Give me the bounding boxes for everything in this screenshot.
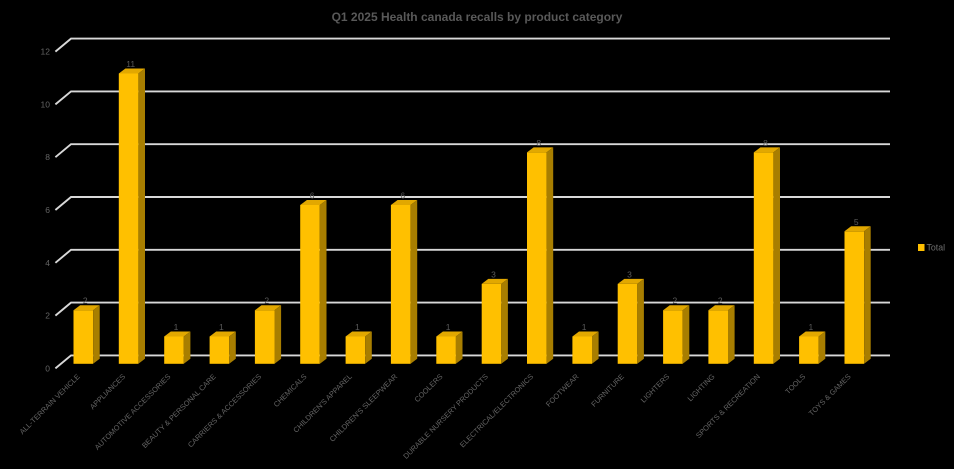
svg-text:2: 2 <box>83 296 88 306</box>
svg-text:8: 8 <box>45 152 50 162</box>
svg-text:10: 10 <box>41 99 51 109</box>
svg-text:Q1 2025 Health canada recalls: Q1 2025 Health canada recalls by product… <box>332 10 623 24</box>
svg-text:6: 6 <box>310 191 315 201</box>
svg-text:4: 4 <box>45 258 50 268</box>
svg-text:1: 1 <box>809 322 814 332</box>
svg-text:1: 1 <box>355 322 360 332</box>
svg-text:8: 8 <box>763 138 768 148</box>
svg-text:8: 8 <box>536 138 541 148</box>
svg-text:1: 1 <box>446 322 451 332</box>
svg-text:11: 11 <box>126 59 135 69</box>
svg-text:1: 1 <box>582 322 587 332</box>
svg-text:2: 2 <box>718 296 723 306</box>
svg-text:5: 5 <box>854 217 859 227</box>
svg-text:0: 0 <box>45 363 50 373</box>
svg-text:12: 12 <box>41 47 51 57</box>
svg-text:2: 2 <box>264 296 269 306</box>
svg-text:Total: Total <box>927 243 946 253</box>
svg-text:6: 6 <box>45 205 50 215</box>
svg-text:2: 2 <box>45 311 50 321</box>
svg-text:2: 2 <box>673 296 678 306</box>
svg-text:3: 3 <box>491 269 496 279</box>
svg-text:3: 3 <box>627 269 632 279</box>
svg-text:6: 6 <box>400 191 405 201</box>
svg-text:1: 1 <box>219 322 224 332</box>
svg-text:1: 1 <box>174 322 179 332</box>
